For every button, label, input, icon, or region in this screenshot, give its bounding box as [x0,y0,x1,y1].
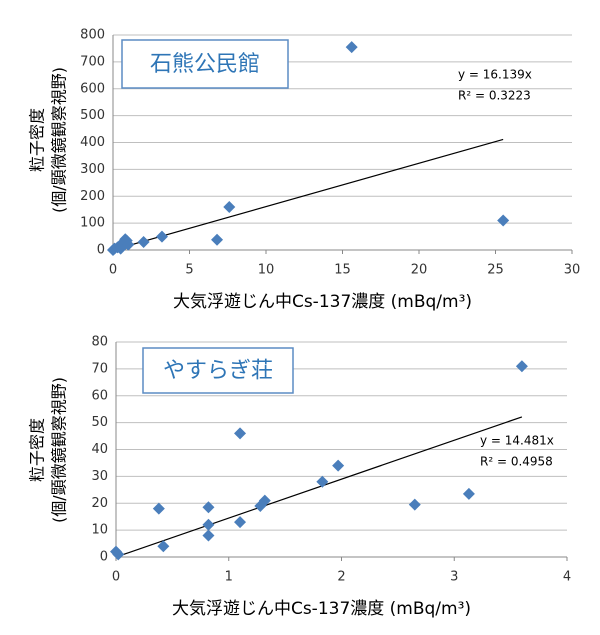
data-point [202,518,215,531]
title-box [142,347,294,394]
data-point [152,502,165,515]
x-tick-label: 30 [564,263,581,278]
data-point [345,41,358,54]
trend-r2: R² = 0.3223 [458,89,531,103]
y-tick-label: 700 [80,54,105,69]
data-point [155,230,168,243]
x-tick-label: 0 [112,570,120,585]
y-tick-label: 60 [91,388,108,403]
y-tick-label: 300 [80,162,105,177]
x-tick-label: 1 [225,570,233,585]
y-tick-label: 20 [91,496,108,511]
data-point [234,516,247,529]
x-tick-label: 0 [109,263,117,278]
y-tick-label: 400 [80,135,105,150]
y-axis-label: (個/顕微鏡観察視野) [50,377,69,523]
data-point [462,487,475,500]
x-tick-label: 20 [411,263,428,278]
y-tick-label: 600 [80,81,105,96]
y-tick-label: 30 [91,469,108,484]
y-tick-label: 100 [80,216,105,231]
y-tick-label: 500 [80,108,105,123]
data-point [202,501,215,514]
data-point [114,242,127,255]
y-tick-label: 40 [91,442,108,457]
chart-title: 石熊公民館 [150,52,260,77]
y-tick-label: 200 [80,189,105,204]
y-tick-label: 800 [80,28,105,43]
data-point [211,233,224,246]
trend-equation: y = 14.481x [480,434,554,448]
data-point [157,540,170,553]
trend-r2: R² = 0.4958 [480,455,553,469]
x-tick-label: 25 [487,263,504,278]
y-axis-label: 粒子密度 [28,418,47,482]
y-tick-label: 80 [91,335,108,350]
trend-equation: y = 16.139x [458,68,532,82]
y-tick-label: 70 [91,361,108,376]
data-point [408,498,421,511]
chart-title: やすらぎ荘 [163,359,273,384]
trendline [115,416,523,558]
trendline [112,138,504,251]
data-point [112,548,125,561]
data-point [497,214,510,227]
data-point [202,529,215,542]
y-tick-label: 50 [91,415,108,430]
x-tick-label: 10 [258,263,275,278]
x-axis-label: 大気浮遊じん中Cs-137濃度 (mBq/m³) [173,292,472,312]
y-axis-label: 粒子密度 [28,108,47,172]
x-tick-label: 5 [185,263,193,278]
y-tick-label: 0 [97,243,105,258]
data-point [137,235,150,248]
x-axis-label: 大気浮遊じん中Cs-137濃度 (mBq/m³) [172,599,471,619]
x-tick-label: 3 [450,570,458,585]
data-point [223,201,236,213]
data-point [316,475,329,488]
data-point [332,459,345,472]
x-tick-label: 15 [334,263,351,278]
y-tick-label: 0 [100,550,108,565]
data-point [515,360,528,373]
x-tick-label: 4 [563,570,571,585]
data-point [258,494,271,507]
y-tick-label: 10 [91,523,108,538]
y-axis-label: (個/顕微鏡観察視野) [50,67,69,213]
data-point [234,427,247,440]
title-box [121,39,289,89]
x-tick-label: 2 [337,570,345,585]
